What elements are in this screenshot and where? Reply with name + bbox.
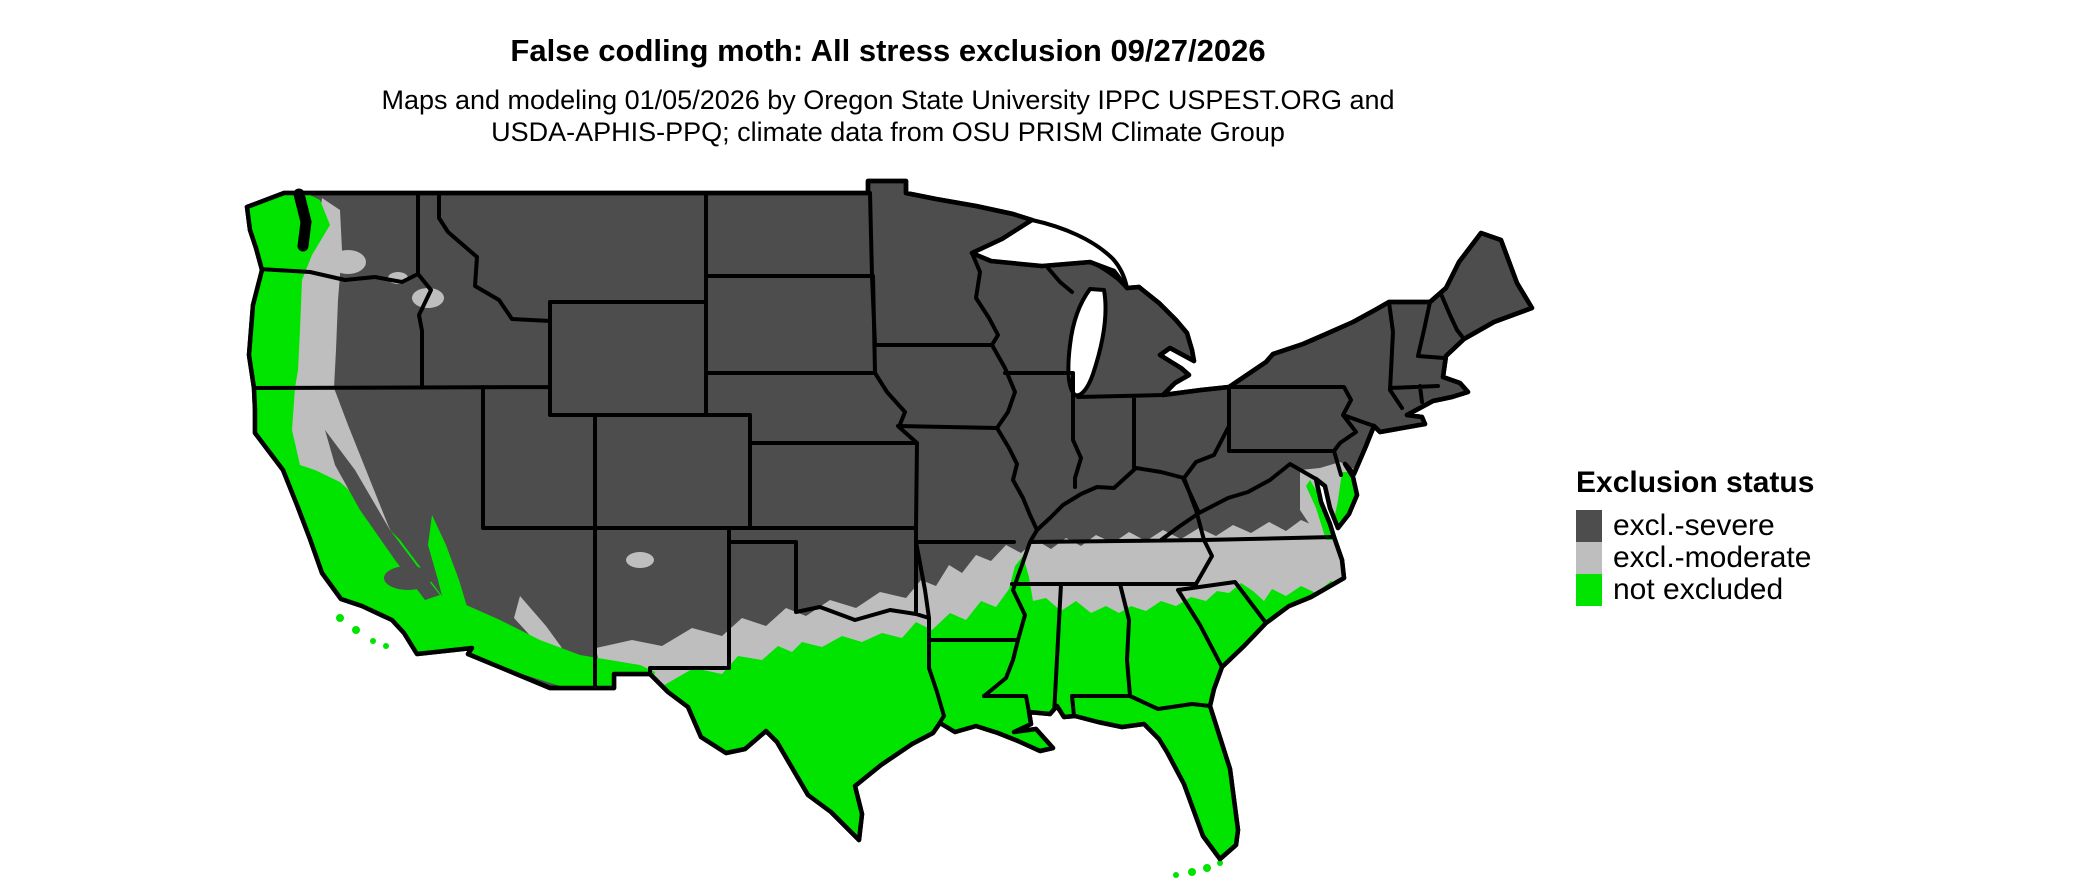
legend-item-label: excl.-severe	[1613, 509, 1775, 542]
moderate-color-swatch	[1576, 542, 1602, 574]
map-subtitle: Maps and modeling 01/05/2026 by Oregon S…	[288, 84, 1488, 148]
legend-item-label: not excluded	[1613, 573, 1784, 606]
legend-item-not-excluded: not excluded	[1576, 574, 1814, 606]
legend-item-moderate: excl.-moderate	[1576, 542, 1814, 574]
great-lakes	[970, 218, 1129, 398]
severe-color-swatch	[1576, 510, 1602, 542]
region-patch-severe-overlay	[325, 430, 440, 600]
offshore-islands	[336, 614, 1223, 878]
state-borders	[252, 191, 1466, 735]
us-coastline	[244, 178, 1535, 862]
legend-title: Exclusion status	[1576, 466, 1815, 499]
legend-item-severe: excl.-severe	[1576, 510, 1814, 542]
subtitle-line-1: Maps and modeling 01/05/2026 by Oregon S…	[381, 85, 1395, 115]
page-title: False codling moth: All stress exclusion…	[510, 33, 1266, 68]
lake-michigan	[1066, 287, 1108, 398]
not-excluded-color-swatch	[1576, 574, 1602, 606]
subtitle-line-2: USDA-APHIS-PPQ; climate data from OSU PR…	[491, 117, 1285, 147]
legend-item-label: excl.-moderate	[1613, 541, 1812, 574]
legend: Exclusion status excl.-severe excl.-mode…	[1576, 466, 1814, 606]
puget-sound	[293, 188, 312, 252]
